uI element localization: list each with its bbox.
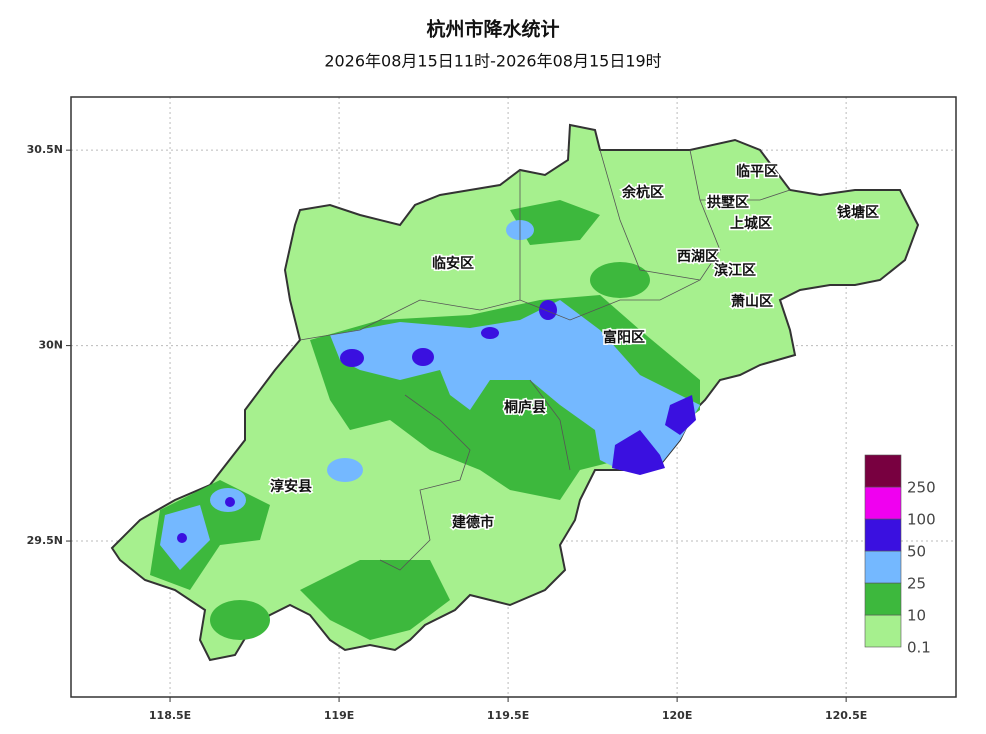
legend-swatch [864,582,902,616]
district-label: 桐庐县 [504,399,546,416]
x-tick-label: 119.5E [487,709,529,722]
district-label: 临平区 [736,163,778,180]
district-borders [299,149,791,571]
region-map [110,123,920,662]
rain-50 [177,300,696,543]
x-tick-label: 119E [324,709,354,722]
legend-label: 250 [907,479,936,497]
district-label: 拱墅区 [707,194,749,211]
legend-label: 25 [907,575,926,593]
district-label: 建德市 [452,514,494,531]
legend-swatch [864,614,902,648]
legend-swatch [864,486,902,520]
y-tick-label: 30.5N [27,143,63,156]
legend-label: 100 [907,511,936,529]
district-label: 临安区 [432,255,474,272]
legend-swatch [864,518,902,552]
legend-swatch [864,454,902,488]
legend-label: 10 [907,607,926,625]
district-label: 上城区 [730,215,772,232]
y-tick-label: 30N [38,339,63,352]
x-tick-label: 120E [662,709,692,722]
district-label: 淳安县 [270,478,312,495]
legend-label: 50 [907,543,926,561]
district-label: 钱塘区 [837,204,879,221]
legend-label: 0.1 [907,639,931,657]
subtitle: 2026年08月15日11时-2026年08月15日19时 [324,52,661,71]
district-label: 余杭区 [621,184,664,201]
district-label: 滨江区 [714,262,756,279]
map-frame [70,96,957,698]
x-tick-label: 120.5E [825,709,867,722]
x-tick-label: 118.5E [149,709,191,722]
district-label: 萧山区 [731,293,773,310]
district-label: 富阳区 [603,329,645,346]
district-label: 西湖区 [677,249,719,265]
y-tick-label: 29.5N [27,534,63,547]
legend-swatch [864,550,902,584]
title: 杭州市降水统计 [426,18,559,41]
